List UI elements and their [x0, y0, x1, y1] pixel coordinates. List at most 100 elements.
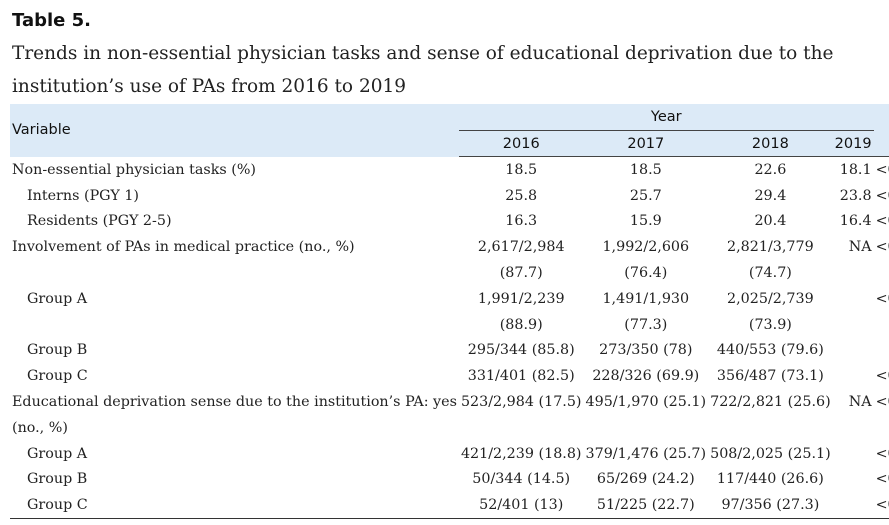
- value-2016-cell: 421/2,239 (18.8): [460, 445, 582, 462]
- value-2019-cell: NA: [848, 239, 872, 256]
- value-2016-cell: 25.8: [505, 187, 538, 204]
- pvalue-cell: <0.001: [875, 445, 889, 462]
- value-2017-cell: 65/269 (24.2): [596, 471, 695, 488]
- variable-cell: Group A: [27, 445, 88, 462]
- pvalue-cell: <0.001: [875, 161, 889, 178]
- pvalue-cell: <0.001: [875, 394, 889, 411]
- value-2019-cell: [833, 338, 874, 364]
- value-2016-cell: 50/344 (14.5): [472, 471, 571, 488]
- table-row: Group B 50/344 (14.5) 65/269 (24.2) 117/440…: [10, 467, 889, 493]
- value-2016-cell: 331/401 (82.5): [467, 368, 575, 385]
- value-2018-cell: [708, 415, 833, 441]
- year-header-2017: 2017: [583, 130, 709, 157]
- table-row: Group C 52/401 (13) 51/225 (22.7) 97/356 (2…: [10, 492, 889, 520]
- value-2018-cell: 2,025/2,739: [727, 290, 814, 307]
- variable-cell: Group A: [27, 290, 88, 307]
- value-2018-cell: 2,821/3,779: [727, 239, 814, 256]
- value-2016-cell: 2,617/2,984: [477, 239, 565, 256]
- value-2018-cell: (73.9): [748, 316, 792, 333]
- value-2019-cell: NA: [848, 394, 872, 411]
- variable-cell: Residents (PGY 2-5): [27, 213, 172, 230]
- value-2017-cell: 1,491/1,930: [602, 290, 690, 307]
- variable-cell: Involvement of PAs in medical practice (…: [12, 239, 355, 256]
- pvalue-cell: [874, 415, 889, 441]
- table-row: Residents (PGY 2-5) 16.3 15.9 20.4 16.4<0.00…: [10, 209, 889, 235]
- value-2018-cell: 20.4: [754, 213, 787, 230]
- value-2017-cell: 273/350 (78): [599, 342, 693, 359]
- variable-cell: Educational deprivation sense due to the…: [12, 394, 457, 411]
- year-header-2016: 2016: [458, 130, 584, 157]
- table-title-line-1: Trends in non-essential physician tasks …: [12, 43, 834, 64]
- value-2017-cell: 15.9: [629, 213, 662, 230]
- value-2017-cell: 228/326 (69.9): [592, 368, 700, 385]
- table-body: Non-essential physician tasks (%) 18.5 18.…: [10, 157, 889, 520]
- table-row: Non-essential physician tasks (%) 18.5 18.…: [10, 157, 889, 183]
- value-2017-cell: (76.4): [624, 265, 668, 282]
- pvalue-cell: <0.001: [875, 213, 889, 230]
- value-2019-cell: 18.1: [839, 161, 872, 178]
- value-2018-cell: 508/2,025 (25.1): [710, 445, 831, 462]
- table-caption: Table 5. Trends in non-essential physici…: [12, 8, 882, 103]
- value-2017-cell: 379/1,476 (25.7): [585, 445, 707, 462]
- pvalue-cell: <0.001: [875, 187, 889, 204]
- value-2019-cell: [833, 312, 874, 338]
- value-2019-cell: [833, 467, 874, 493]
- variable-cell: Group C: [27, 368, 88, 385]
- value-2019-cell: 16.4: [839, 213, 872, 230]
- table-title: Trends in non-essential physician tasks …: [12, 37, 882, 103]
- value-2017-cell: [584, 415, 709, 441]
- pvalue-header-top: P-: [873, 104, 889, 131]
- value-2016-cell: [459, 415, 584, 441]
- value-2017-cell: 495/1,970 (25.1): [585, 394, 707, 411]
- value-2019-cell: [833, 260, 874, 286]
- pvalue-cell: <0.001: [875, 290, 889, 307]
- value-2016-cell: 16.3: [505, 213, 538, 230]
- value-2017-cell: 1,992/2,606: [602, 239, 690, 256]
- table-row: Group A 421/2,239 (18.8) 379/1,476 (25.7) 5…: [10, 441, 889, 467]
- value-2016-cell: 1,991/2,239: [477, 290, 565, 307]
- value-2018-cell: 440/553 (79.6): [716, 342, 824, 359]
- table-row: (no., %): [10, 415, 889, 441]
- variable-header: Variable: [10, 104, 459, 157]
- variable-cell: Interns (PGY 1): [27, 187, 140, 204]
- pvalue-cell: <0.001: [875, 368, 889, 385]
- table-row: Educational deprivation sense due to the…: [10, 389, 889, 415]
- value-2017-cell: (77.3): [624, 316, 668, 333]
- value-2018-cell: 22.6: [754, 161, 787, 178]
- table-row: Group C 331/401 (82.5) 228/326 (69.9) 356/4…: [10, 363, 889, 389]
- pvalue-cell: [874, 260, 889, 286]
- table-row: (87.7) (76.4) (74.7): [10, 260, 889, 286]
- value-2019-cell: 23.8: [839, 187, 872, 204]
- value-2019-cell: [832, 492, 874, 520]
- value-2018-cell: 356/487 (73.1): [716, 368, 824, 385]
- value-2016-cell: 295/344 (85.8): [467, 342, 575, 359]
- value-2016-cell: 18.5: [505, 161, 538, 178]
- value-2018-cell: 29.4: [754, 187, 787, 204]
- table-row: (88.9) (77.3) (73.9): [10, 312, 889, 338]
- value-2018-cell: 722/2,821 (25.6): [710, 394, 831, 411]
- value-2019-cell: [833, 415, 874, 441]
- pvalue-cell: <0.001: [875, 239, 889, 256]
- pvalue-cell: <0.001: [873, 492, 889, 520]
- table-label: Table 5.: [12, 10, 91, 31]
- value-2019-cell: [833, 363, 874, 389]
- pvalue-cell: <0.001: [875, 471, 889, 488]
- variable-cell: Group B: [27, 471, 88, 488]
- pvalue-cell: [874, 312, 889, 338]
- value-2017-cell: 51/225 (22.7): [583, 492, 709, 520]
- year-header-2018: 2018: [708, 130, 833, 157]
- value-2016-cell: (87.7): [499, 265, 543, 282]
- value-2016-cell: 52/401 (13): [458, 492, 584, 520]
- value-2016-cell: (88.9): [499, 316, 543, 333]
- variable-cell: Group C: [10, 492, 459, 520]
- year-header-2019: 2019: [832, 130, 874, 157]
- value-2018-cell: 97/356 (27.3): [708, 492, 833, 520]
- value-2019-cell: [833, 286, 874, 312]
- variable-cell: Non-essential physician tasks (%): [12, 161, 257, 178]
- variable-cell: [10, 312, 459, 338]
- table-header: Variable Year P- 2016 2017 2018 2019 val…: [10, 104, 889, 157]
- value-2018-cell: (74.7): [748, 265, 792, 282]
- value-2016-cell: 523/2,984 (17.5): [460, 394, 582, 411]
- pvalue-header-bottom: value: [873, 130, 889, 157]
- table-row: Involvement of PAs in medical practice (…: [10, 234, 889, 260]
